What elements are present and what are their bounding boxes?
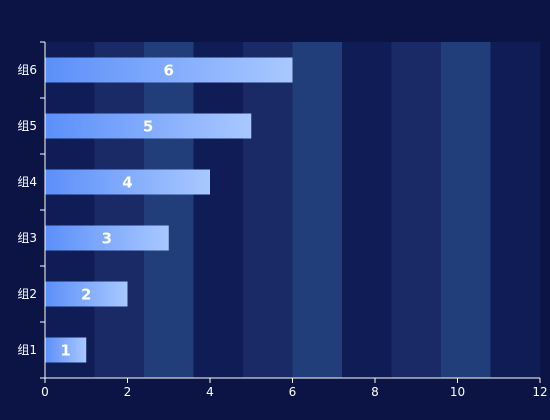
y-tick-label: 组1 (17, 343, 37, 357)
split-areas (45, 42, 541, 378)
x-tick-label: 8 (371, 385, 379, 399)
split-area-band (441, 42, 491, 378)
bar (45, 281, 128, 307)
bar (45, 169, 210, 195)
x-tick-label: 10 (450, 385, 465, 399)
x-tick-label: 12 (532, 385, 547, 399)
split-area-band (391, 42, 442, 378)
split-area-band (490, 42, 541, 378)
bar-data-label: 3 (102, 230, 112, 248)
split-area-band (243, 42, 293, 378)
y-tick-label: 组4 (17, 175, 37, 189)
bars: 1 2 3 4 5 6 (45, 57, 293, 363)
split-area-band (292, 42, 343, 378)
x-tick-label: 2 (124, 385, 132, 399)
bar-data-label: 4 (122, 174, 132, 192)
bar-data-label: 5 (143, 118, 153, 136)
split-area-band (144, 42, 194, 378)
bar (45, 337, 87, 363)
bar-data-label: 6 (164, 62, 174, 80)
x-tick-label: 4 (206, 385, 214, 399)
bar-data-label: 2 (81, 286, 91, 304)
split-area-band (193, 42, 244, 378)
y-tick-label: 组2 (17, 287, 37, 301)
y-tick-label: 组5 (17, 119, 37, 133)
bar (45, 225, 169, 251)
x-tick-label: 0 (41, 385, 49, 399)
bar (45, 57, 293, 83)
y-tick-label: 组6 (17, 63, 37, 77)
y-tick-label: 组3 (17, 231, 37, 245)
split-area-band (342, 42, 392, 378)
x-tick-label: 6 (289, 385, 297, 399)
split-area-band (94, 42, 145, 378)
bar-data-label: 1 (60, 342, 70, 360)
split-area-band (45, 42, 95, 378)
bar (45, 113, 252, 139)
